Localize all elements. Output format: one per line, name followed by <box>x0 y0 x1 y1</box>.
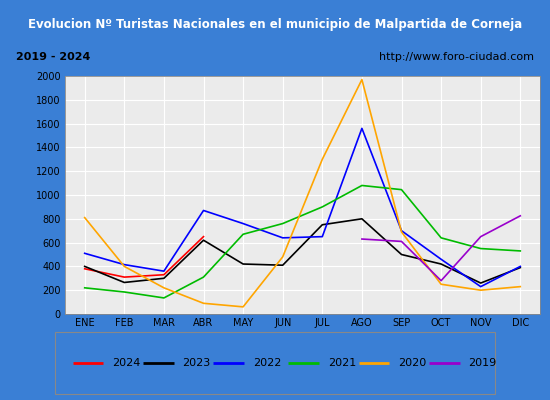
Text: 2023: 2023 <box>183 358 211 368</box>
Text: http://www.foro-ciudad.com: http://www.foro-ciudad.com <box>379 52 534 62</box>
Text: 2024: 2024 <box>112 358 141 368</box>
Text: 2022: 2022 <box>253 358 282 368</box>
Text: 2019 - 2024: 2019 - 2024 <box>16 52 91 62</box>
Text: 2020: 2020 <box>398 358 426 368</box>
Text: 2019: 2019 <box>469 358 497 368</box>
Text: 2021: 2021 <box>328 358 356 368</box>
Text: Evolucion Nº Turistas Nacionales en el municipio de Malpartida de Corneja: Evolucion Nº Turistas Nacionales en el m… <box>28 18 522 31</box>
